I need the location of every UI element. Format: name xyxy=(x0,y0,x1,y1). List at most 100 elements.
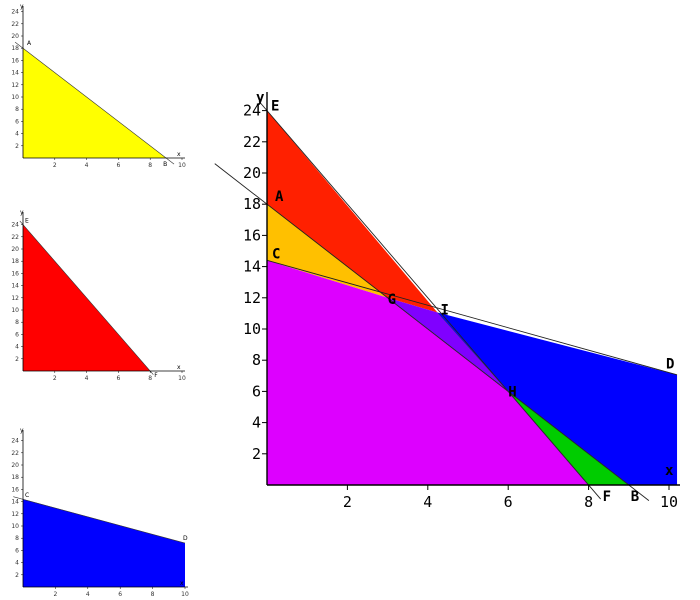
x-tick-label: 10 xyxy=(660,493,678,511)
region-edge xyxy=(437,312,509,392)
y-tick-label: 12 xyxy=(11,511,19,518)
x-tick-label: 10 xyxy=(178,162,186,169)
x-tick-label: 10 xyxy=(178,375,186,382)
blue-region xyxy=(437,312,678,485)
point-label-E: E xyxy=(25,218,29,225)
x-tick-label: 8 xyxy=(148,162,152,169)
point-label-C: C xyxy=(272,246,280,262)
y-tick-label: 6 xyxy=(252,382,261,400)
y-tick-label: 12 xyxy=(11,295,19,302)
y-tick-label: 18 xyxy=(11,45,19,52)
y-tick-label: 18 xyxy=(11,474,19,481)
y-tick-label: 14 xyxy=(243,258,261,276)
y-tick-label: 12 xyxy=(11,82,19,89)
y-tick-label: 20 xyxy=(11,462,19,469)
y-tick-label: 24 xyxy=(243,102,261,120)
red-region xyxy=(267,110,438,313)
x-tick-label: 4 xyxy=(85,375,89,382)
x-tick-label: 2 xyxy=(53,591,57,598)
y-tick-label: 22 xyxy=(11,21,19,28)
y-tick-label: 8 xyxy=(252,351,261,369)
y-tick-label: 22 xyxy=(11,450,19,457)
x-tick-label: 8 xyxy=(148,375,152,382)
point-label-B: B xyxy=(163,161,167,168)
x-tick-label: 4 xyxy=(85,162,89,169)
y-tick-label: 12 xyxy=(243,289,261,307)
y-tick-label: 16 xyxy=(243,226,261,244)
y-tick-label: 10 xyxy=(11,94,19,101)
y-tick-label: 24 xyxy=(11,438,19,445)
y-tick-label: 14 xyxy=(11,70,19,77)
y-tick-label: 6 xyxy=(15,118,19,125)
y-axis-label: y xyxy=(20,3,24,10)
y-tick-label: 24 xyxy=(11,222,19,229)
y-tick-label: 6 xyxy=(15,547,19,554)
y-tick-label: 22 xyxy=(11,234,19,241)
point-label-H: H xyxy=(508,384,516,400)
x-tick-label: 4 xyxy=(86,591,90,598)
y-tick-label: 14 xyxy=(11,499,19,506)
y-tick-label: 2 xyxy=(15,143,19,150)
x-axis-label: x xyxy=(177,364,181,371)
x-tick-label: 10 xyxy=(181,591,189,598)
point-label-A: A xyxy=(275,189,284,205)
point-label-x: x xyxy=(665,463,674,479)
magenta-region xyxy=(267,260,589,485)
y-tick-label: 8 xyxy=(15,319,19,326)
y-axis-label: y xyxy=(20,209,24,216)
y-tick-label: 16 xyxy=(11,270,19,277)
x-tick-label: 4 xyxy=(423,493,432,511)
constraint-line xyxy=(19,220,154,375)
x-tick-label: 6 xyxy=(504,493,513,511)
y-tick-label: 4 xyxy=(15,131,19,138)
region-edge xyxy=(387,297,509,392)
y-tick-label: 18 xyxy=(243,195,261,213)
y-tick-label: 10 xyxy=(11,523,19,530)
y-tick-label: 8 xyxy=(15,535,19,542)
point-label-F: F xyxy=(154,372,158,379)
point-label-D: D xyxy=(666,357,674,373)
x-tick-label: 2 xyxy=(53,162,57,169)
y-tick-label: 2 xyxy=(15,356,19,363)
point-label-D: D xyxy=(183,535,188,542)
y-tick-label: 20 xyxy=(11,246,19,253)
x-tick-label: 2 xyxy=(343,493,352,511)
y-tick-label: 16 xyxy=(11,57,19,64)
x-tick-label: 2 xyxy=(53,375,57,382)
region-edge xyxy=(507,391,589,486)
point-label-F: F xyxy=(603,489,611,505)
y-tick-label: 4 xyxy=(252,414,261,432)
region-edge xyxy=(508,391,629,486)
y-tick-label: 4 xyxy=(15,344,19,351)
feasible-region xyxy=(23,499,185,587)
y-tick-label: 24 xyxy=(11,9,19,16)
y-tick-label: 20 xyxy=(11,33,19,40)
y-tick-label: 20 xyxy=(243,164,261,182)
y-tick-label: 22 xyxy=(243,133,261,151)
y-tick-label: 14 xyxy=(11,283,19,290)
y-axis-label: y xyxy=(256,90,265,106)
y-tick-label: 6 xyxy=(15,331,19,338)
y-axis-label: y xyxy=(20,427,24,434)
x-axis-label: x xyxy=(177,151,181,158)
y-tick-label: 10 xyxy=(11,307,19,314)
point-label-E: E xyxy=(271,99,279,115)
x-tick-label: 6 xyxy=(116,375,120,382)
x-axis-label: x xyxy=(180,580,184,587)
constraint-line xyxy=(13,496,186,544)
y-tick-label: 4 xyxy=(15,560,19,567)
x-tick-label: 8 xyxy=(584,493,593,511)
y-tick-label: 2 xyxy=(15,572,19,579)
y-tick-label: 16 xyxy=(11,486,19,493)
point-label-C: C xyxy=(25,492,29,499)
constraint-line xyxy=(14,41,175,165)
x-tick-label: 6 xyxy=(116,162,120,169)
x-tick-label: 8 xyxy=(151,591,155,598)
y-tick-label: 10 xyxy=(243,320,261,338)
point-label-A: A xyxy=(27,40,32,47)
